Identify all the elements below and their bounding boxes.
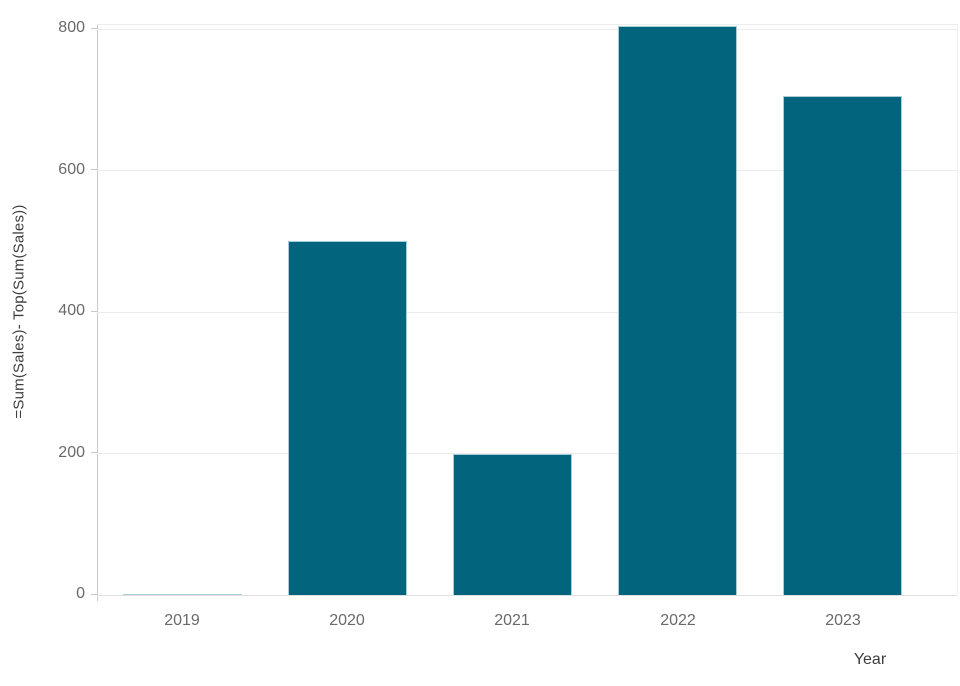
- x-axis-title: Year: [853, 651, 887, 668]
- bar-2020[interactable]: [288, 241, 407, 595]
- y-tick-label-400: 400: [58, 302, 85, 320]
- y-tick-400: [91, 310, 97, 312]
- y-tick-label-800: 800: [58, 19, 85, 37]
- x-tick-label-2022: 2022: [660, 612, 696, 629]
- y-tick-800: [91, 27, 97, 29]
- y-tick-label-0: 0: [76, 585, 85, 602]
- gridline-600: [97, 170, 957, 172]
- gridline-200: [97, 453, 957, 455]
- gridline-800: [97, 28, 957, 30]
- x-tick-label-2019: 2019: [164, 612, 200, 629]
- bar-2021[interactable]: [453, 454, 572, 595]
- gridline-0: [97, 594, 957, 596]
- bar-2019[interactable]: [123, 594, 242, 595]
- y-axis-title: =Sum(Sales)- Top(Sum(Sales)): [10, 204, 28, 419]
- plot-area: [97, 24, 958, 596]
- gridline-400: [97, 311, 957, 313]
- x-tick-label-2023: 2023: [825, 612, 861, 629]
- y-tick-label-200: 200: [58, 443, 85, 461]
- y-tick-600: [91, 169, 97, 171]
- y-tick-0: [91, 593, 97, 595]
- y-tick-200: [91, 452, 97, 454]
- bar-2023[interactable]: [783, 96, 902, 595]
- x-tick-label-2020: 2020: [329, 612, 365, 629]
- y-tick-label-600: 600: [58, 160, 85, 178]
- bar-2022[interactable]: [618, 26, 737, 595]
- x-tick-label-2021: 2021: [494, 612, 530, 629]
